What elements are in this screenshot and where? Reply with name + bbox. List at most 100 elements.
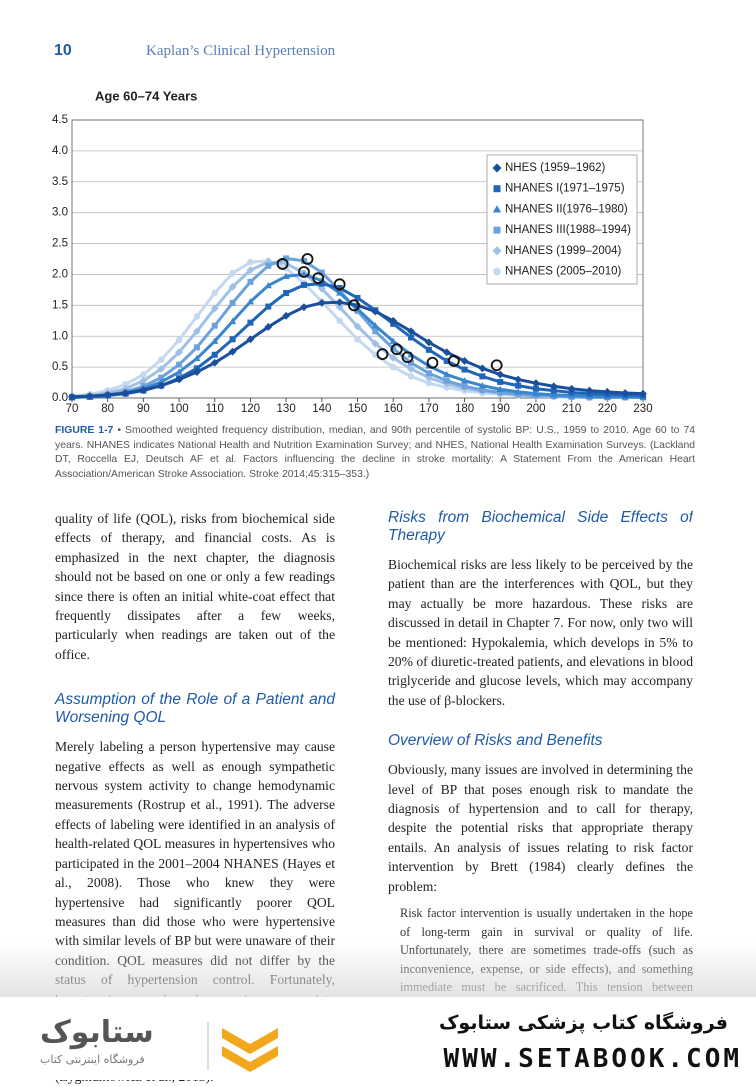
point (157, 356, 165, 363)
point (211, 289, 219, 297)
point (283, 255, 290, 262)
point (497, 378, 504, 385)
legend-label: NHANES II(1976–1980) (505, 203, 628, 215)
percentile-marker (276, 258, 289, 270)
x-tick-label: 230 (633, 403, 652, 415)
paragraph: Biochemical risks are less likely to be … (388, 557, 693, 708)
chart: Age 60–74 Years 0.0 0.5 1.0 1.5 2.0 2.5 3.0 3.5… (52, 88, 653, 415)
y-tick-label: 1.5 (52, 299, 68, 311)
point (550, 387, 557, 394)
point (408, 359, 415, 366)
point (550, 391, 558, 398)
x-tick-label: 100 (169, 403, 188, 415)
y-tick-label: 3.0 (52, 207, 68, 219)
running-title: Kaplan’s Clinical Hypertension (146, 43, 336, 59)
point (193, 327, 201, 336)
point (425, 379, 433, 387)
point (621, 389, 630, 397)
point (335, 298, 344, 307)
point (175, 348, 183, 357)
legend-label: NHANES I(1971–1975) (505, 183, 625, 195)
point (264, 281, 272, 289)
point (424, 338, 433, 347)
y-tick-label: 2.5 (52, 238, 68, 250)
point (139, 376, 148, 385)
point (371, 322, 379, 329)
x-tick-label: 220 (598, 403, 617, 415)
point (246, 298, 255, 305)
point (493, 185, 501, 193)
point (443, 377, 450, 384)
point (193, 313, 201, 320)
point (317, 284, 326, 293)
legend-label: NHANES (2005–2010) (505, 266, 622, 278)
point (424, 373, 433, 382)
y-tick-label: 0.5 (52, 361, 68, 373)
point (246, 335, 255, 344)
caption-text: • Smoothed weighted frequency distributi… (55, 425, 696, 480)
logo-text: ستابوک (40, 1015, 154, 1050)
point (479, 386, 486, 393)
point (478, 364, 487, 373)
store-url: WWW.SETABOOK.COM (443, 1044, 742, 1074)
point (335, 303, 344, 312)
point (193, 368, 201, 376)
section-heading: Overview of Risks and Benefits (388, 732, 603, 750)
legend-label: NHES (1959–1962) (505, 162, 606, 174)
point (176, 361, 183, 368)
percentile-marker (348, 299, 360, 312)
percentile-marker (301, 253, 314, 265)
point (85, 392, 94, 401)
point (211, 351, 218, 358)
point (228, 282, 237, 291)
point (175, 336, 183, 344)
section-heading: Risks from Biochemical Side Effects of T… (388, 509, 693, 544)
point (479, 373, 486, 380)
logo-tagline: فروشگاه اینترنتی کتاب (40, 1053, 145, 1066)
point (336, 289, 344, 296)
section-heading: Assumption of the Role of a Patient and … (55, 691, 335, 727)
x-tick-label: 170 (419, 403, 438, 415)
x-tick-label: 140 (312, 403, 331, 415)
point (247, 278, 254, 285)
logo-icon (207, 1022, 278, 1072)
y-tick-label: 1.0 (52, 330, 68, 342)
point (389, 363, 397, 371)
point (389, 337, 397, 344)
point (390, 345, 397, 352)
point (354, 294, 361, 301)
point (229, 269, 236, 277)
figure-caption: FIGURE 1-7 • Smoothed weighted frequency… (55, 424, 695, 482)
point (407, 327, 415, 336)
figure-label: FIGURE 1-7 (55, 425, 114, 436)
point (492, 246, 502, 256)
point (461, 383, 468, 390)
point (121, 384, 130, 393)
point (407, 373, 415, 380)
point (228, 317, 237, 325)
percentile-marker (426, 356, 439, 369)
point (354, 336, 361, 343)
point (229, 299, 236, 306)
x-tick-label: 150 (348, 403, 367, 415)
point (228, 347, 237, 356)
point (371, 307, 380, 316)
point (210, 358, 219, 367)
percentile-marker (401, 351, 414, 364)
y-tick-label: 2.0 (52, 268, 68, 280)
point (492, 205, 502, 213)
point (175, 375, 183, 384)
point (300, 257, 307, 264)
percentile-marker (312, 272, 325, 285)
percentile-marker (298, 266, 310, 278)
point (264, 323, 273, 331)
point (193, 354, 201, 362)
point (514, 388, 522, 395)
point (492, 163, 502, 173)
point (317, 298, 326, 307)
point (496, 385, 504, 393)
point (353, 322, 362, 331)
point (247, 258, 254, 266)
